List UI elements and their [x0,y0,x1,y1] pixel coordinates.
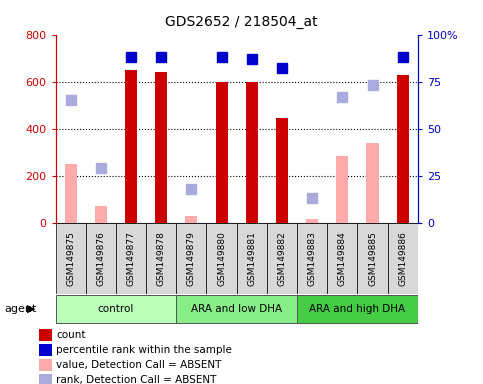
Bar [125,70,137,223]
Bar [336,156,348,223]
Bar [86,223,116,294]
Text: GSM149877: GSM149877 [127,231,136,286]
Bar [185,216,198,223]
Bar [297,223,327,294]
Bar [367,143,379,223]
Text: GSM149878: GSM149878 [156,231,166,286]
Text: ▶: ▶ [27,303,36,313]
Text: percentile rank within the sample: percentile rank within the sample [56,345,232,355]
Bar [176,223,207,294]
Text: GSM149880: GSM149880 [217,231,226,286]
Bar [357,223,388,294]
Bar [297,295,418,323]
Bar [176,295,297,323]
Bar [146,223,176,294]
Text: rank, Detection Call = ABSENT: rank, Detection Call = ABSENT [56,375,216,384]
Bar [327,223,357,294]
Bar [306,219,318,223]
Bar [39,344,52,356]
Text: GSM149876: GSM149876 [96,231,105,286]
Bar [388,223,418,294]
Text: GSM149881: GSM149881 [247,231,256,286]
Bar [65,164,77,223]
Text: agent: agent [5,303,37,313]
Text: value, Detection Call = ABSENT: value, Detection Call = ABSENT [56,360,221,370]
Text: GSM149879: GSM149879 [187,231,196,286]
Text: GSM149886: GSM149886 [398,231,407,286]
Bar [276,118,288,223]
Bar [95,206,107,223]
Bar [56,223,86,294]
Bar [116,223,146,294]
Text: GSM149883: GSM149883 [308,231,317,286]
Bar [207,223,237,294]
Bar [237,223,267,294]
Bar [215,82,227,223]
Text: count: count [56,330,85,340]
Bar [39,374,52,384]
Text: GSM149882: GSM149882 [277,231,286,286]
Bar [39,329,52,341]
Bar [267,223,297,294]
Text: ARA and high DHA: ARA and high DHA [309,303,406,313]
Text: ARA and low DHA: ARA and low DHA [191,303,282,313]
Text: GDS2652 / 218504_at: GDS2652 / 218504_at [165,15,318,29]
Text: control: control [98,303,134,313]
Bar [397,74,409,223]
Bar [39,359,52,371]
Text: GSM149885: GSM149885 [368,231,377,286]
Bar [246,82,258,223]
Text: GSM149875: GSM149875 [66,231,75,286]
Bar [155,72,167,223]
Text: GSM149884: GSM149884 [338,231,347,286]
Bar [56,295,176,323]
